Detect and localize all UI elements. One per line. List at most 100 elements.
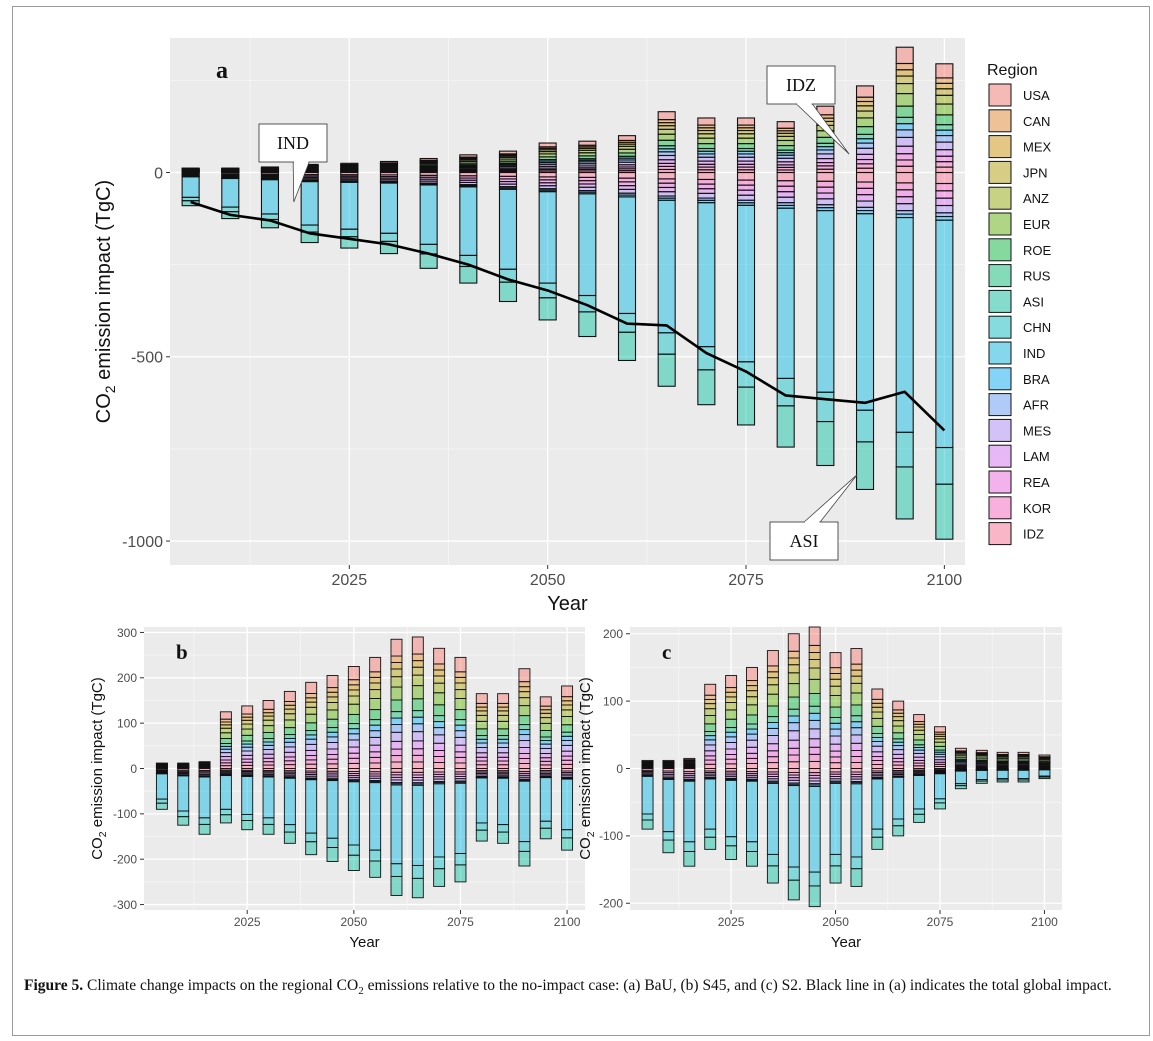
segment-ASI-2080 — [475, 829, 488, 842]
segment-IDZ-2065 — [411, 761, 424, 769]
segment-IDZ-2060 — [390, 768, 403, 773]
segment-IND-2010 — [177, 775, 190, 812]
segment-EUR-2020 — [219, 732, 232, 739]
segment-MES-2085 — [816, 153, 835, 160]
segment-ASI-2095 — [1017, 779, 1030, 783]
segment-AFR-2040 — [787, 722, 800, 732]
segment-MES-2055 — [369, 736, 382, 746]
segment-RUS-2030 — [746, 723, 758, 730]
segment-KOR-2050 — [347, 757, 360, 764]
segment-JPN-2075 — [454, 682, 467, 691]
segment-JPN-2065 — [892, 716, 905, 722]
legend-label: KOR — [1023, 501, 1051, 516]
segment-USA-2075 — [934, 726, 946, 733]
segment-CAN-2080 — [475, 702, 488, 708]
segment-RUS-2070 — [433, 715, 446, 723]
segment-USA-2065 — [892, 700, 905, 711]
segment-AFR-2030 — [262, 744, 275, 750]
segment-CAN-2095 — [895, 62, 914, 71]
segment-RUS-2065 — [411, 710, 424, 718]
segment-RUS-2035 — [766, 716, 779, 723]
segment-MES-2080 — [776, 196, 795, 204]
bar-2100 — [935, 63, 954, 540]
segment-BRA-2085 — [497, 738, 510, 744]
segment-LAM-2035 — [283, 751, 296, 758]
segment-IND-2025 — [340, 181, 359, 230]
segment-BRA-2040 — [305, 734, 318, 740]
segment-ROE-2080 — [475, 728, 488, 737]
segment-MES-2095 — [895, 203, 914, 212]
segment-IND-2080 — [776, 207, 795, 379]
segment-RUS-2090 — [855, 133, 875, 140]
segment-CHN-2020 — [704, 828, 717, 838]
segment-USA-2095 — [1017, 751, 1030, 755]
segment-EUR-2085 — [497, 720, 510, 730]
segment-MES-2090 — [518, 740, 531, 748]
segment-USA-2045 — [808, 626, 821, 646]
segment-CAN-2060 — [871, 698, 884, 704]
segment-MES-2060 — [871, 745, 884, 753]
y-tick-label: 100 — [117, 716, 137, 730]
segment-MEX-2040 — [305, 697, 318, 703]
segment-ASI-2045 — [498, 281, 518, 303]
segment-ANZ-2070 — [697, 133, 716, 139]
segment-USA-2025 — [725, 675, 738, 689]
segment-KOR-2070 — [697, 178, 716, 185]
segment-IND-2065 — [657, 199, 676, 334]
segment-BRA-2035 — [283, 737, 296, 743]
segment-LAM-2070 — [433, 742, 446, 751]
bar-2050 — [347, 666, 360, 871]
segment-JPN-2100 — [935, 88, 954, 96]
segment-USA-2085 — [497, 693, 510, 704]
segment-CHN-2075 — [454, 853, 467, 866]
segment-MES-2045 — [808, 728, 821, 740]
segment-CAN-2040 — [787, 650, 800, 659]
segment-ANZ-2065 — [657, 128, 676, 135]
segment-USA-2100 — [1038, 754, 1051, 758]
segment-IDZ-2055 — [369, 762, 382, 769]
segment-RUS-2060 — [390, 711, 403, 719]
segment-MES-2070 — [697, 192, 716, 199]
segment-REA-2100 — [561, 755, 574, 761]
segment-REA-2070 — [697, 183, 716, 190]
bar-2070 — [433, 647, 446, 887]
segment-BRA-2070 — [433, 721, 446, 729]
segment-MEX-2100 — [561, 700, 574, 706]
segment-MES-2050 — [347, 739, 360, 748]
segment-REA-2085 — [816, 186, 835, 194]
segment-ANZ-2070 — [913, 729, 926, 735]
legend-label: LAM — [1023, 449, 1050, 464]
segment-JPN-2095 — [539, 712, 552, 719]
segment-CHN-2050 — [829, 853, 842, 867]
segment-ANZ-2080 — [475, 714, 488, 722]
segment-ASI-2055 — [850, 868, 863, 887]
y-axis-title: CO2 emission impact (TgC) — [93, 180, 118, 423]
segment-ANZ-2040 — [787, 672, 800, 685]
bar-2035 — [283, 690, 296, 844]
segment-RUS-2040 — [787, 708, 800, 717]
segment-ASI-2065 — [657, 353, 676, 387]
segment-MES-2030 — [262, 749, 275, 755]
segment-MES-2025 — [725, 742, 738, 750]
segment-CHN-2010 — [177, 810, 190, 818]
legend-swatch — [988, 418, 1012, 442]
segment-MEX-2030 — [262, 712, 275, 717]
bar-2070 — [697, 117, 716, 406]
segment-KOR-2040 — [305, 759, 318, 765]
segment-JPN-2060 — [390, 668, 403, 678]
segment-ANZ-2095 — [539, 717, 552, 724]
segment-AFR-2080 — [475, 742, 488, 748]
segment-RUS-2045 — [808, 705, 821, 714]
segment-EUR-2025 — [241, 728, 254, 736]
segment-BRA-2025 — [241, 743, 254, 748]
segment-ANZ-2030 — [746, 696, 758, 706]
segment-USA-2080 — [954, 747, 967, 752]
x-tick-label: 2075 — [927, 915, 954, 929]
segment-KOR-2065 — [657, 178, 676, 184]
segment-CHN-2045 — [326, 837, 339, 848]
segment-AFR-2035 — [283, 741, 296, 748]
x-tick-label: 2075 — [728, 572, 764, 589]
segment-CHN-2030 — [379, 232, 399, 242]
segment-KOR-2095 — [539, 760, 552, 766]
segment-CAN-2100 — [935, 77, 954, 84]
